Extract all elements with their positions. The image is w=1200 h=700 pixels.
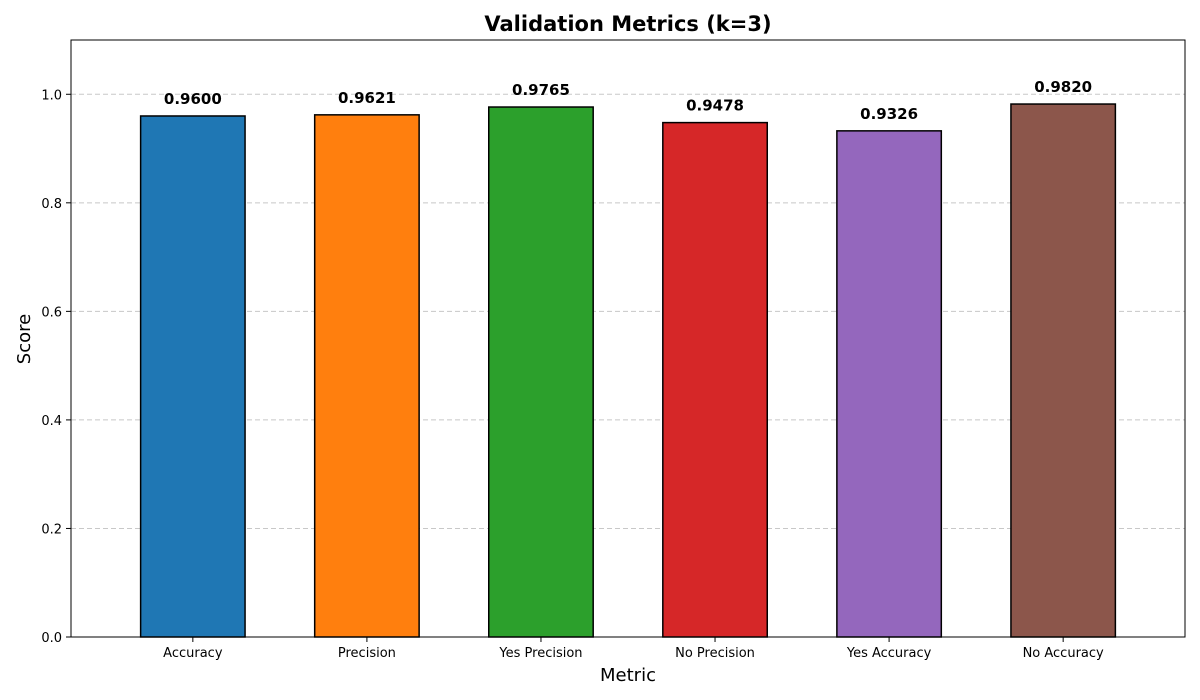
data-label: 0.9600 [164, 90, 222, 108]
data-label: 0.9326 [860, 105, 918, 123]
bar-no-accuracy [1010, 103, 1117, 638]
chart-title: Validation Metrics (k=3) [484, 12, 771, 36]
x-axis-ticks: Accuracy Precision Yes Precision No Precisi… [163, 637, 1104, 661]
y-tick-label: 1.0 [41, 88, 62, 103]
data-labels: 0.9600 0.9621 0.9765 0.9478 0.9326 0.9820 [164, 78, 1092, 123]
x-tick-label: Yes Precision [498, 646, 582, 661]
y-axis-ticks: 0.0 0.2 0.4 0.6 0.8 1.0 [41, 88, 71, 646]
y-tick-label: 0.8 [41, 197, 62, 212]
plot-frame [70, 39, 1186, 638]
y-tick-label: 0.0 [41, 631, 62, 646]
y-tick-label: 0.2 [41, 522, 62, 537]
x-tick-label: Yes Accuracy [846, 646, 932, 661]
data-label: 0.9820 [1034, 78, 1092, 96]
data-label: 0.9621 [338, 89, 396, 107]
bar-no-precision [662, 121, 768, 638]
bar-accuracy [139, 115, 246, 638]
y-tick-label: 0.4 [41, 414, 62, 429]
y-tick-label: 0.6 [41, 305, 62, 320]
bars [139, 103, 1117, 638]
bar-yes-accuracy [836, 130, 943, 638]
bar-yes-precision [488, 106, 594, 638]
x-tick-label: Accuracy [163, 646, 223, 661]
data-label: 0.9765 [512, 81, 570, 99]
data-label: 0.9478 [686, 97, 744, 115]
x-axis-label: Metric [600, 665, 656, 686]
x-tick-label: No Accuracy [1023, 646, 1104, 661]
y-axis-label: Score [14, 314, 35, 364]
x-tick-label: Precision [338, 646, 396, 661]
bar-precision [313, 114, 420, 638]
grid-lines [71, 93, 1185, 529]
x-tick-label: No Precision [675, 646, 755, 661]
